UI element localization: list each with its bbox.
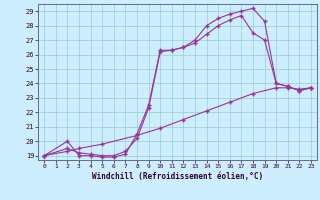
- X-axis label: Windchill (Refroidissement éolien,°C): Windchill (Refroidissement éolien,°C): [92, 172, 263, 181]
